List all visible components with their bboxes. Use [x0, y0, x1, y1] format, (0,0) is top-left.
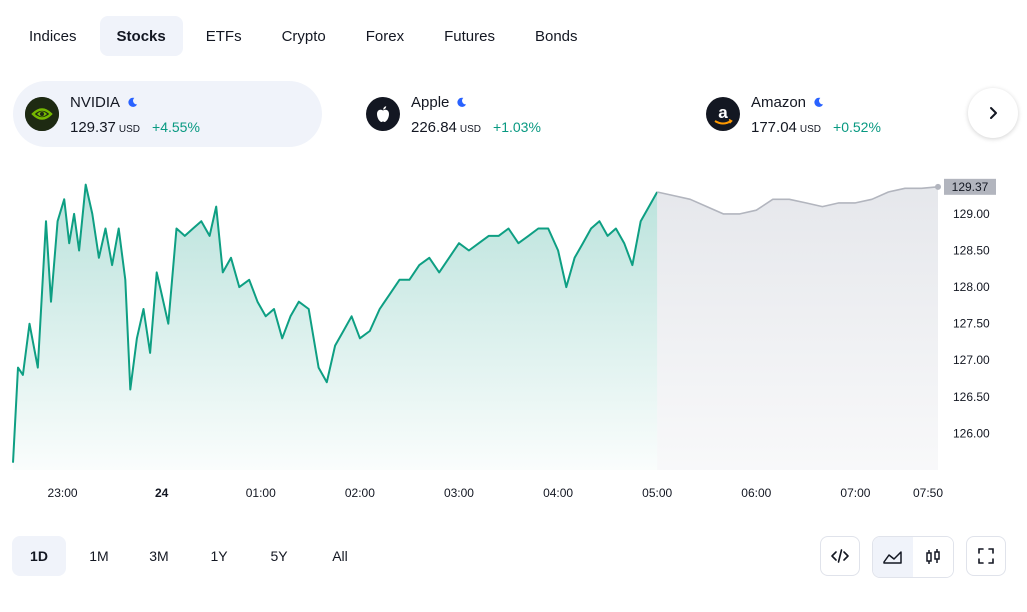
fullscreen-icon: [978, 548, 994, 564]
symbol-card-apple[interactable]: Apple 226.84 USD +1.03%: [354, 81, 663, 147]
range-all[interactable]: All: [332, 548, 348, 564]
code-icon: [831, 549, 849, 563]
range-selector: 1D 1M 3M 1Y 5Y All: [12, 536, 370, 576]
y-axis-tick: 127.50: [953, 317, 990, 331]
symbol-change: +0.52%: [833, 118, 881, 135]
tab-forex[interactable]: Forex: [365, 27, 405, 45]
extended-session-line: [657, 186, 939, 215]
extended-session-area: [657, 186, 938, 471]
tab-indices[interactable]: Indices: [29, 27, 77, 45]
x-axis-tick: 06:00: [741, 486, 771, 500]
symbol-cards: NVIDIA 129.37 USD +4.55% Apple 226.84: [13, 81, 1023, 147]
symbol-currency: USD: [118, 123, 141, 135]
range-1d[interactable]: 1D: [12, 536, 66, 576]
x-axis-tick: 07:00: [840, 486, 870, 500]
symbol-name: NVIDIA: [70, 94, 121, 111]
price-chart[interactable]: 126.00 126.50 127.00 127.50 128.00 128.50 129.…: [0, 170, 1027, 510]
candle-chart-button[interactable]: [913, 537, 953, 577]
moon-icon: [457, 97, 467, 107]
range-1y[interactable]: 1Y: [210, 548, 228, 564]
symbol-card-nvidia[interactable]: NVIDIA 129.37 USD +4.55%: [13, 81, 322, 147]
x-axis-tick: 23:00: [48, 486, 78, 500]
tab-crypto[interactable]: Crypto: [281, 27, 326, 45]
y-axis-tick: 128.00: [953, 280, 990, 294]
chevron-right-icon: [990, 107, 997, 119]
nvidia-logo-icon: [25, 97, 59, 131]
moon-icon: [128, 97, 138, 107]
symbol-price: 226.84: [411, 118, 457, 136]
svg-text:a: a: [718, 103, 728, 122]
symbol-card-amazon[interactable]: a Amazon 177.04 USD +0.52%: [694, 81, 944, 147]
apple-logo-icon: [366, 97, 400, 131]
range-5y[interactable]: 5Y: [270, 548, 288, 564]
y-axis-tick: 127.00: [953, 353, 990, 367]
range-1m[interactable]: 1M: [89, 548, 109, 564]
area-chart-icon: [883, 551, 902, 564]
symbol-price: 177.04: [751, 118, 797, 136]
symbol-price: 129.37: [70, 118, 116, 136]
symbol-change: +4.55%: [152, 118, 200, 135]
symbol-change: +1.03%: [493, 118, 541, 135]
x-axis-tick: 01:00: [246, 486, 276, 500]
regular-session-area: [13, 184, 658, 470]
x-axis-tick: 24: [155, 486, 169, 500]
x-axis-tick: 03:00: [444, 486, 474, 500]
symbol-currency: USD: [459, 123, 482, 135]
last-price-dot: [935, 183, 941, 190]
tab-etfs[interactable]: ETFs: [205, 27, 242, 45]
range-3m[interactable]: 3M: [149, 548, 169, 564]
chart-type-toggle: [872, 536, 954, 578]
last-price-badge: [944, 178, 996, 195]
x-axis-tick: 02:00: [345, 486, 375, 500]
regular-session-line: [12, 183, 659, 463]
moon-icon: [814, 97, 824, 107]
y-axis-tick: 126.00: [953, 426, 990, 440]
area-chart-button[interactable]: [873, 537, 913, 577]
symbol-name: Apple: [411, 94, 450, 111]
last-price-label: 129.37: [952, 180, 989, 194]
symbol-name: Amazon: [751, 94, 807, 111]
y-axis-tick: 128.50: [953, 243, 990, 257]
amazon-logo-icon: a: [706, 97, 740, 131]
chart-tools: [820, 536, 1006, 578]
fullscreen-button[interactable]: [966, 536, 1006, 576]
x-axis-tick: 05:00: [642, 486, 672, 500]
symbol-currency: USD: [799, 123, 822, 135]
tab-bonds[interactable]: Bonds: [534, 27, 578, 45]
x-axis-tick: 04:00: [543, 486, 573, 500]
y-axis-tick: 126.50: [953, 390, 990, 404]
next-symbols-button[interactable]: [968, 88, 1018, 138]
x-axis-tick: 07:50: [913, 486, 943, 500]
candlestick-icon: [926, 549, 940, 564]
tab-futures[interactable]: Futures: [444, 27, 495, 45]
embed-code-button[interactable]: [820, 536, 860, 576]
tab-stocks[interactable]: Stocks: [99, 16, 183, 56]
y-axis-tick: 129.00: [953, 207, 990, 221]
category-tabs: Indices Stocks ETFs Crypto Forex Futures…: [12, 16, 595, 56]
